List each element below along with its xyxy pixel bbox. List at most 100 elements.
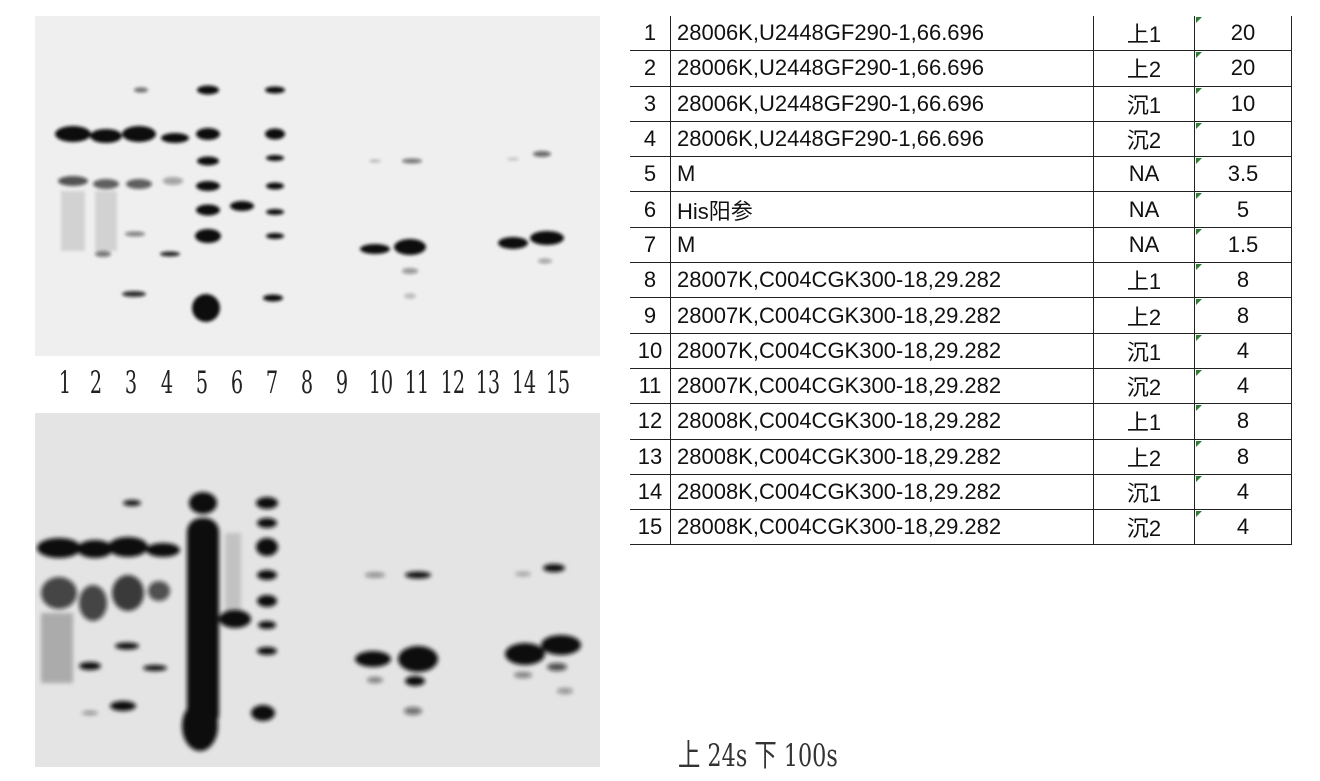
load-amount-cell: 8 [1194, 262, 1292, 299]
load-amount-cell: 10 [1194, 86, 1292, 122]
load-amount-text: 20 [1230, 20, 1256, 46]
fraction-text: 沉2 [1126, 128, 1162, 154]
fraction-cell: NA [1093, 227, 1195, 264]
lane-number-cell: 1 [630, 16, 671, 52]
fraction-cell: 沉1 [1093, 474, 1195, 511]
table-row: 13 28008K,C004CGK300-18,29.282 上2 8 [630, 439, 1292, 475]
table-row: 4 28006K,U2448GF290-1,66.696 沉2 10 [630, 121, 1292, 158]
lane-number-label: 14 [511, 365, 537, 401]
load-amount-cell: 4 [1194, 333, 1292, 369]
lane-number-label: 1 [58, 365, 72, 401]
lane-number-label: 15 [545, 365, 571, 401]
fraction-cell: 上2 [1093, 50, 1195, 87]
lane-number-label: 8 [300, 365, 314, 401]
load-amount-text: 4 [1236, 479, 1250, 504]
table-row: 5 M NA 3.5 [630, 156, 1292, 193]
fraction-cell: 上2 [1093, 439, 1195, 475]
cell-marker-icon [1196, 52, 1202, 59]
lane-number-cell: 5 [630, 156, 671, 193]
table-row: 10 28007K,C004CGK300-18,29.282 沉1 4 [630, 333, 1292, 369]
load-amount-text: 20 [1230, 55, 1256, 81]
lane-number-label: 12 [440, 365, 466, 401]
table-row: 3 28006K,U2448GF290-1,66.696 沉1 10 [630, 86, 1292, 122]
load-amount-cell: 3.5 [1194, 156, 1292, 193]
lane-number-cell: 10 [630, 333, 671, 369]
sample-cell: His阳参 [670, 191, 1094, 228]
fraction-cell: 上1 [1093, 262, 1195, 299]
load-amount-cell: 1.5 [1194, 227, 1292, 264]
load-amount-cell: 4 [1194, 474, 1292, 511]
lane-number-cell: 3 [630, 86, 671, 122]
sample-cell: 28006K,U2448GF290-1,66.696 [670, 16, 1094, 52]
cell-marker-icon [1196, 158, 1202, 165]
fraction-text: 沉2 [1126, 375, 1162, 401]
lane-number-label: 7 [265, 365, 279, 401]
lane-number-cell: 4 [630, 121, 671, 158]
load-amount-text: 5 [1236, 196, 1250, 222]
exposure-note: 上 24s 下 100s [678, 738, 838, 774]
load-amount-cell: 8 [1194, 297, 1292, 334]
western-blot-top [35, 16, 600, 356]
fraction-text: 上2 [1126, 57, 1162, 83]
cell-marker-icon [1196, 475, 1202, 482]
lane-number-label: 2 [89, 365, 103, 401]
cell-marker-icon [1196, 511, 1202, 518]
sample-cell: M [670, 227, 1094, 264]
load-amount-text: 8 [1236, 267, 1250, 293]
cell-marker-icon [1196, 369, 1202, 376]
lane-number-label: 3 [124, 365, 138, 401]
fraction-cell: 上1 [1093, 403, 1195, 440]
sample-cell: M [670, 156, 1094, 193]
blot-bottom-bands [37, 492, 581, 751]
fraction-cell: 上1 [1093, 16, 1195, 52]
cell-marker-icon [1196, 299, 1202, 306]
lane-number-cell: 15 [630, 509, 671, 546]
cell-marker-icon [1196, 87, 1202, 94]
lane-number-cell: 14 [630, 474, 671, 511]
cell-marker-icon [1196, 264, 1202, 271]
cell-marker-icon [1196, 440, 1202, 447]
table-row: 7 M NA 1.5 [630, 227, 1292, 264]
table-row: 8 28007K,C004CGK300-18,29.282 上1 8 [630, 262, 1292, 299]
load-amount-text: 8 [1236, 302, 1250, 328]
lane-number-cell: 11 [630, 368, 671, 405]
load-amount-text: 10 [1230, 90, 1256, 116]
load-amount-text: 4 [1236, 373, 1250, 399]
lane-number-label: 5 [195, 365, 209, 401]
fraction-cell: 上2 [1093, 297, 1195, 334]
load-amount-cell: 8 [1194, 403, 1292, 440]
sample-cell: 28007K,C004CGK300-18,29.282 [670, 297, 1094, 334]
fraction-cell: NA [1093, 156, 1195, 193]
lane-number-label: 4 [160, 365, 174, 401]
load-amount-text: 4 [1236, 514, 1250, 540]
fraction-text: 上1 [1126, 410, 1162, 436]
fraction-text: 沉1 [1126, 481, 1162, 506]
lane-number-label: 6 [230, 365, 244, 401]
lane-number-label: 9 [335, 365, 349, 401]
lane-number-cell: 6 [630, 191, 671, 228]
load-amount-text: 10 [1230, 126, 1256, 152]
fraction-text: 上1 [1126, 22, 1162, 48]
load-amount-text: 4 [1236, 337, 1250, 363]
load-amount-cell: 5 [1194, 191, 1292, 228]
fraction-cell: 沉2 [1093, 509, 1195, 546]
cell-marker-icon [1196, 334, 1202, 341]
cell-marker-icon [1196, 17, 1202, 23]
sample-cell: 28007K,C004CGK300-18,29.282 [670, 368, 1094, 405]
table-row: 11 28007K,C004CGK300-18,29.282 沉2 4 [630, 368, 1292, 405]
fraction-text: NA [1128, 231, 1160, 257]
lane-number-labels: 1 2 3 4 5 6 7 8 9 10 11 12 13 14 15 [50, 362, 570, 404]
fraction-cell: 沉2 [1093, 121, 1195, 158]
table-row: 12 28008K,C004CGK300-18,29.282 上1 8 [630, 403, 1292, 440]
table-row: 1 28006K,U2448GF290-1,66.696 上1 20 [630, 16, 1292, 52]
lane-table-body: 1 28006K,U2448GF290-1,66.696 上1 20 2 28006K,U… [630, 16, 1292, 546]
fraction-text: 上1 [1126, 269, 1162, 295]
lane-number-cell: 9 [630, 297, 671, 334]
fraction-text: 沉1 [1126, 339, 1162, 365]
lane-number-cell: 13 [630, 439, 671, 475]
load-amount-cell: 10 [1194, 121, 1292, 158]
sample-cell: 28008K,C004CGK300-18,29.282 [670, 509, 1094, 546]
table-row: 6 His阳参 NA 5 [630, 191, 1292, 228]
load-amount-cell: 4 [1194, 368, 1292, 405]
fraction-text: NA [1128, 196, 1160, 222]
